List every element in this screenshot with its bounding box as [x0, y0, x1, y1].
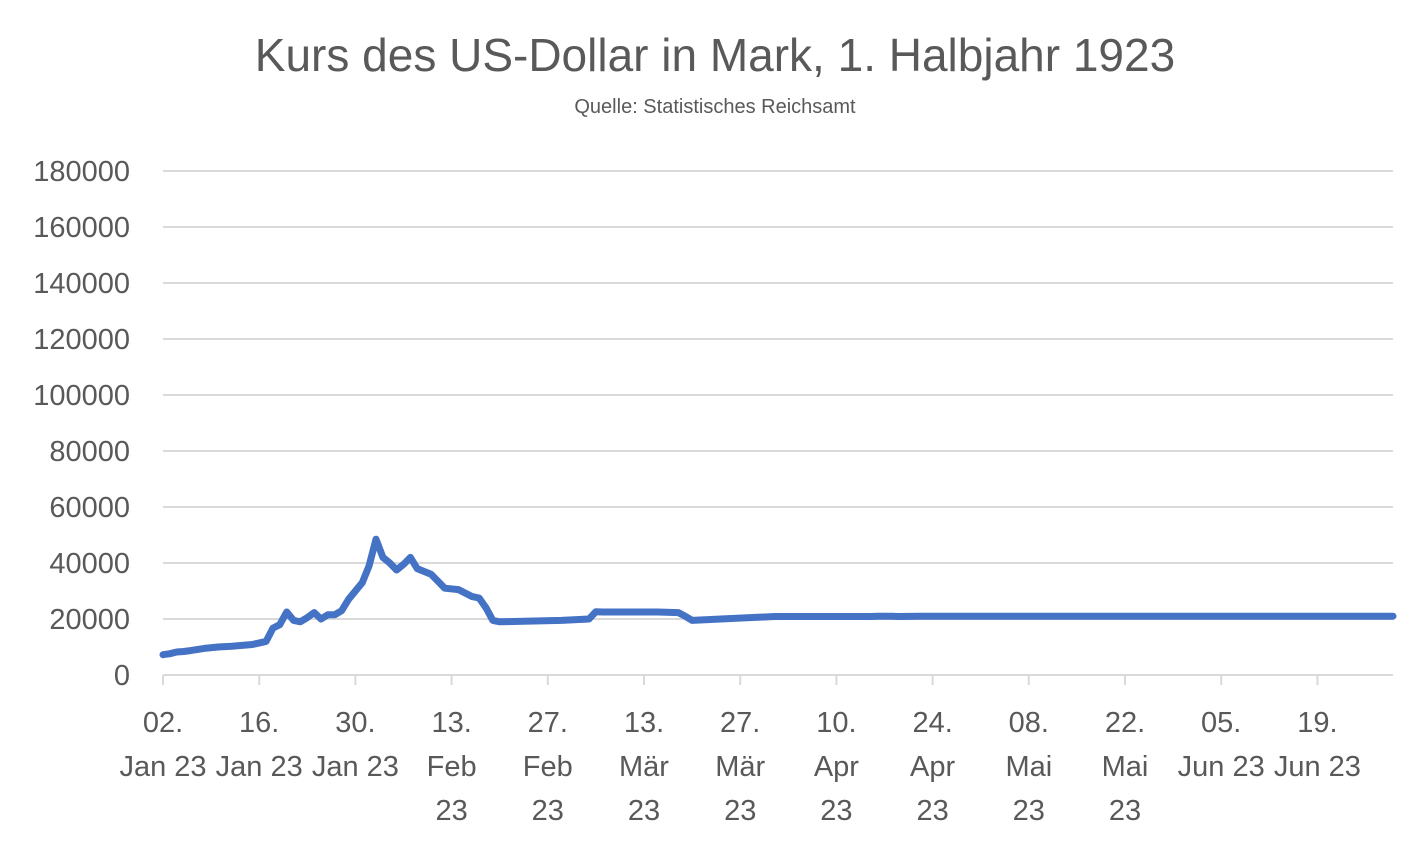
y-tick-label-0: 0 — [114, 660, 130, 692]
x-tick-label: 13. Mär 23 — [619, 707, 669, 827]
y-tick-label-100000: 100000 — [33, 380, 130, 412]
x-tick-label: 02. Jan 23 — [119, 707, 206, 783]
x-tick-label: 30. Jan 23 — [312, 707, 399, 783]
x-tick-label: 05. Jun 23 — [1178, 707, 1265, 783]
y-tick-label-40000: 40000 — [49, 548, 130, 580]
x-tick-label: 22. Mai 23 — [1102, 707, 1149, 827]
x-tick-label: 10. Apr 23 — [814, 707, 859, 827]
x-tick-label: 16. Jan 23 — [216, 707, 303, 783]
series-line-usd-mark — [159, 535, 1397, 659]
x-tick-label: 19. Jun 23 — [1274, 707, 1361, 783]
y-tick-label-20000: 20000 — [49, 604, 130, 636]
y-tick-label-80000: 80000 — [49, 436, 130, 468]
y-tick-label-120000: 120000 — [33, 324, 130, 356]
y-tick-label-140000: 140000 — [33, 268, 130, 300]
x-tick-label: 27. Mär 23 — [715, 707, 765, 827]
y-tick-label-60000: 60000 — [49, 492, 130, 524]
x-tick-label: 13. Feb 23 — [427, 707, 477, 827]
x-tick-label: 27. Feb 23 — [523, 707, 573, 827]
x-tick-label: 08. Mai 23 — [1005, 707, 1052, 827]
chart-title: Kurs des US-Dollar in Mark, 1. Halbjahr … — [254, 29, 1176, 81]
chart-subtitle: Quelle: Statistisches Reichsamt — [574, 96, 856, 118]
y-tick-label-160000: 160000 — [33, 212, 130, 244]
y-tick-label-180000: 180000 — [33, 156, 130, 188]
x-tick-label: 24. Apr 23 — [910, 707, 955, 827]
